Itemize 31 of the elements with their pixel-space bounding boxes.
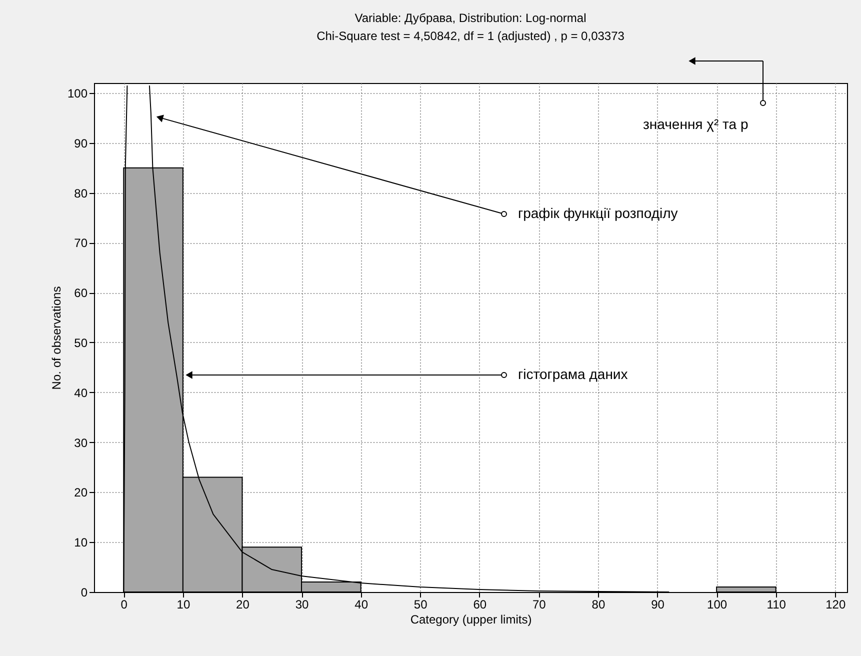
- x-tick-label: 80: [592, 598, 606, 612]
- y-tick-label: 40: [74, 386, 88, 400]
- y-tick-label: 60: [74, 286, 88, 300]
- annotation: гістограма даних: [518, 366, 628, 382]
- x-tick-label: 20: [236, 598, 250, 612]
- y-tick-label: 90: [74, 136, 88, 150]
- y-tick-label: 50: [74, 336, 88, 350]
- y-tick-label: 70: [74, 236, 88, 250]
- y-tick-label: 100: [67, 86, 88, 100]
- y-tick-label: 80: [74, 186, 88, 200]
- y-tick-label: 30: [74, 436, 88, 450]
- annotation: графік функції розподілу: [518, 205, 678, 221]
- chart-title: Variable: Дубрава, Distribution: Log-normal: [354, 11, 586, 26]
- x-tick-label: 100: [707, 598, 728, 612]
- x-tick-label: 50: [414, 598, 428, 612]
- x-tick-label: 30: [295, 598, 310, 612]
- annotation: значення χ² та p: [643, 116, 748, 132]
- x-tick-label: 110: [766, 598, 786, 612]
- x-tick-label: 70: [532, 598, 546, 612]
- x-tick-label: 40: [354, 598, 368, 612]
- y-tick-label: 20: [74, 486, 88, 500]
- x-tick-label: 120: [826, 598, 846, 612]
- y-axis-title: No. of observations: [49, 286, 64, 390]
- x-axis-title: Category (upper limits): [410, 612, 532, 626]
- x-tick-label: 0: [120, 598, 128, 612]
- x-tick-label: 90: [651, 598, 665, 612]
- chart-subtitle: Chi-Square test = 4,50842, df = 1 (adjusted) , p = 0,03373: [316, 29, 625, 44]
- x-tick-label: 60: [473, 598, 487, 612]
- x-tick-label: 10: [176, 598, 190, 612]
- y-tick-label: 10: [74, 536, 88, 550]
- y-tick-label: 0: [80, 586, 88, 600]
